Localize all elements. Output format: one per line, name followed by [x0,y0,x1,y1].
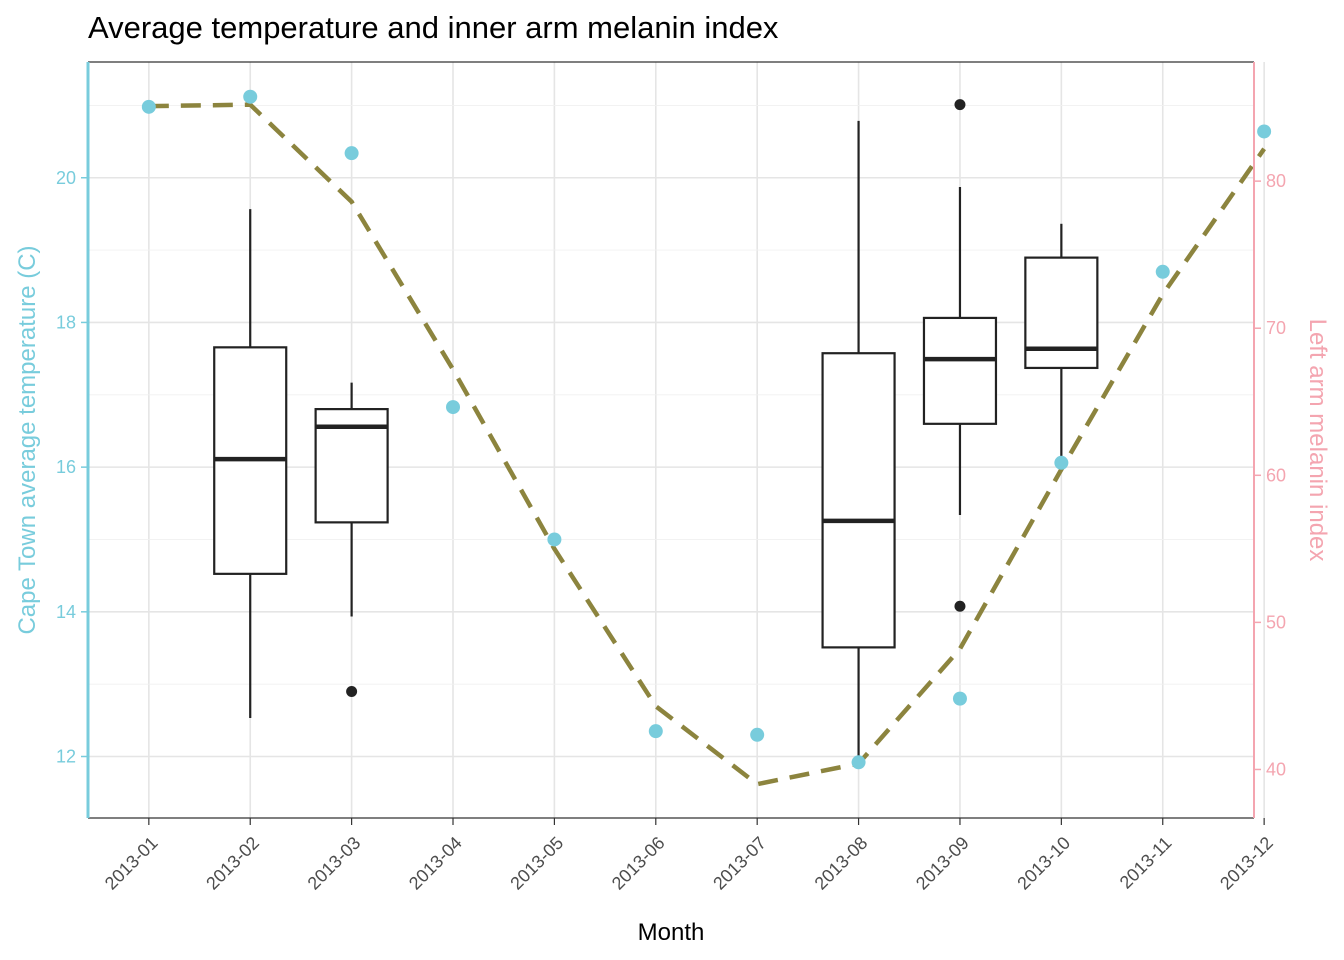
temperature-point [952,691,967,706]
box-outlier [954,99,966,111]
left-y-axis-title: Cape Town average temperature (C) [14,245,41,634]
box-outlier [346,686,358,698]
x-tick-label: 2013-12 [1216,833,1277,894]
left-y-tick-label: 16 [56,457,76,477]
right-y-tick-label: 70 [1266,318,1286,338]
temperature-point [344,146,359,161]
x-tick-label: 2013-05 [506,833,567,894]
x-tick-label: 2013-11 [1116,833,1176,893]
right-y-tick-label: 50 [1266,612,1286,632]
temperature-point [1257,124,1272,139]
x-tick-label: 2013-04 [405,833,466,894]
left-y-tick-label: 20 [56,168,76,188]
box-iqr [1024,256,1099,370]
x-tick-label: 2013-08 [811,833,872,894]
temperature-point [1155,264,1170,279]
box-iqr [922,316,998,425]
temperature-point [648,724,663,739]
right-y-tick-label: 80 [1266,171,1286,191]
temperature-point [446,400,461,415]
temperature-points [141,89,1272,770]
box-outlier [954,600,966,612]
temperature-point [750,727,765,742]
temperature-point [547,532,562,547]
melanin-boxplots [213,99,1099,764]
left-y-tick-label: 12 [56,747,76,767]
x-axis-title: Month [638,919,705,946]
melanin-line [148,102,1266,787]
temperature-point [1054,455,1069,470]
x-tick-label: 2013-10 [1013,833,1074,894]
x-tick-label: 2013-06 [608,833,669,894]
right-y-axis-title: Left arm melanin index [1304,319,1331,562]
temperature-point [141,99,156,114]
box-iqr [821,352,896,649]
right-y-tick-label: 60 [1266,465,1286,485]
x-tick-label: 2013-09 [912,833,973,894]
x-tick-label: 2013-01 [101,833,162,894]
x-tick-label: 2013-02 [202,833,263,894]
right-y-tick-label: 40 [1266,759,1286,779]
temperature-point [851,755,866,770]
chart-title: Average temperature and inner arm melani… [88,10,779,45]
left-y-tick-label: 14 [56,602,76,622]
melanin-line-series [148,102,1266,787]
grid [88,62,1265,818]
x-tick-label: 2013-03 [304,833,365,894]
temperature-point [243,89,258,104]
left-y-tick-label: 18 [56,312,76,332]
x-tick-label: 2013-07 [709,833,770,894]
